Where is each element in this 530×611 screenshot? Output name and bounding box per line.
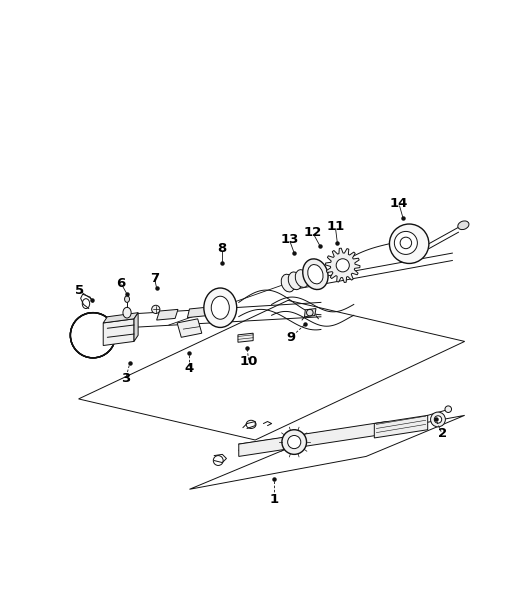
Circle shape (336, 258, 349, 272)
Ellipse shape (445, 406, 452, 412)
Text: 2: 2 (438, 427, 447, 441)
Ellipse shape (430, 412, 445, 427)
Text: 9: 9 (286, 331, 296, 344)
Circle shape (288, 436, 301, 448)
Text: 7: 7 (150, 272, 159, 285)
Circle shape (70, 313, 116, 358)
Ellipse shape (152, 306, 160, 313)
Polygon shape (134, 313, 138, 342)
Ellipse shape (295, 269, 309, 287)
Ellipse shape (458, 221, 469, 230)
Text: 10: 10 (240, 356, 258, 368)
Text: 3: 3 (121, 372, 130, 385)
Ellipse shape (434, 415, 441, 423)
Polygon shape (103, 319, 134, 346)
Ellipse shape (308, 265, 323, 284)
Text: 6: 6 (116, 277, 126, 290)
Polygon shape (188, 307, 210, 318)
Text: 14: 14 (390, 197, 408, 210)
Circle shape (282, 430, 306, 455)
Text: 8: 8 (218, 243, 227, 255)
Ellipse shape (288, 272, 302, 290)
Polygon shape (304, 309, 316, 316)
Polygon shape (177, 319, 202, 337)
Text: 11: 11 (326, 220, 344, 233)
Text: 12: 12 (304, 226, 322, 239)
Text: 1: 1 (269, 493, 278, 506)
Ellipse shape (281, 274, 295, 292)
Ellipse shape (390, 224, 429, 263)
Polygon shape (374, 415, 428, 438)
Text: 4: 4 (185, 362, 194, 375)
Polygon shape (325, 248, 360, 282)
Ellipse shape (400, 237, 412, 249)
Polygon shape (238, 422, 387, 456)
Ellipse shape (211, 296, 229, 319)
Ellipse shape (204, 288, 237, 327)
Text: 5: 5 (75, 284, 84, 298)
Polygon shape (103, 313, 138, 323)
Text: 13: 13 (280, 233, 298, 246)
Ellipse shape (125, 296, 129, 302)
Polygon shape (238, 333, 253, 342)
Polygon shape (157, 309, 178, 320)
Ellipse shape (123, 307, 131, 318)
Ellipse shape (394, 232, 417, 254)
Ellipse shape (303, 259, 328, 290)
